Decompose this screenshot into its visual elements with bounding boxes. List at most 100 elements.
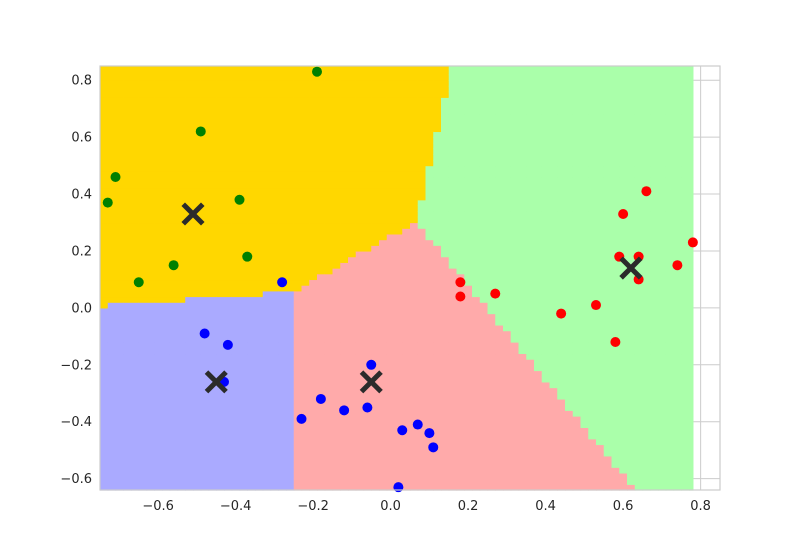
region-cell [534,461,543,468]
region-cell [154,239,163,246]
region-cell [100,182,109,189]
region-cell [185,165,194,172]
region-cell [138,68,148,76]
region-cell [239,74,248,81]
region-cell [177,194,186,201]
region-cell [425,313,434,320]
region-cell [371,120,380,127]
region-cell [433,194,442,201]
region-cell [433,199,442,207]
region-cell [355,416,365,423]
region-cell [557,467,566,474]
region-cell [146,336,155,343]
region-cell [332,347,341,355]
region-cell [348,108,357,115]
region-cell [410,472,419,480]
region-cell [138,114,148,121]
region-cell [146,148,155,155]
region-cell [371,250,380,258]
region-cell [441,182,450,189]
region-cell [293,74,303,81]
region-cell [348,142,357,150]
region-cell [402,273,411,281]
region-cell [355,148,365,155]
region-cell [309,353,318,360]
region-cell [510,194,520,201]
region-cell [123,416,132,423]
region-cell [379,336,388,343]
region-cell [464,296,473,303]
region-cell [270,285,279,292]
region-cell [247,74,256,81]
region-cell [441,359,450,366]
region-cell [286,421,295,428]
region-cell [410,381,419,389]
region-cell [286,381,295,389]
region-cell [107,433,117,440]
region-cell [169,393,179,400]
region-cell [472,370,481,377]
region-cell [255,404,264,411]
region-cell [177,307,186,315]
region-cell [580,376,589,383]
region-cell [332,142,341,150]
region-cell [510,239,520,246]
region-cell [379,330,388,337]
region-cell [278,154,287,161]
region-cell [557,171,566,178]
region-cell [441,165,450,172]
region-cell [293,342,303,349]
region-cell [572,182,582,189]
region-cell [596,171,605,178]
region-cell [100,461,109,468]
region-cell [255,450,264,457]
region-cell [495,444,504,451]
region-cell [433,273,442,281]
region-cell [123,302,132,309]
region-cell [355,188,365,195]
region-cell [146,398,155,406]
region-cell [340,330,349,337]
region-cell [526,404,535,411]
region-cell [278,313,287,320]
region-cell [185,91,194,98]
region-cell [549,410,558,417]
region-cell [510,125,520,133]
region-cell [448,85,458,93]
region-cell [123,353,132,360]
region-cell [115,467,124,474]
region-cell [518,381,527,389]
region-cell [239,165,248,172]
region-cell [572,381,582,389]
region-cell [526,313,535,320]
region-cell [185,114,194,121]
region-cell [286,222,295,229]
region-cell [107,91,117,98]
region-cell [169,296,179,303]
region-cell [355,438,365,446]
region-cell [448,324,458,332]
region-cell [100,188,109,195]
region-cell [588,165,597,172]
region-cell [596,450,605,457]
region-cell [565,347,574,355]
region-cell [472,120,481,127]
region-cell [115,108,124,115]
region-cell [231,336,241,343]
region-cell [425,239,434,246]
region-cell [580,324,589,332]
region-cell [169,404,179,411]
region-cell [580,194,589,201]
region-cell [379,467,388,474]
region-cell [363,80,372,87]
region-cell [193,324,202,332]
region-cell [386,427,396,434]
region-cell [549,256,558,263]
region-cell [208,290,217,298]
region-cell [495,165,504,172]
region-cell [169,85,179,93]
region-cell [340,455,349,463]
region-cell [456,268,465,275]
region-cell [441,364,450,372]
region-cell [596,313,605,320]
